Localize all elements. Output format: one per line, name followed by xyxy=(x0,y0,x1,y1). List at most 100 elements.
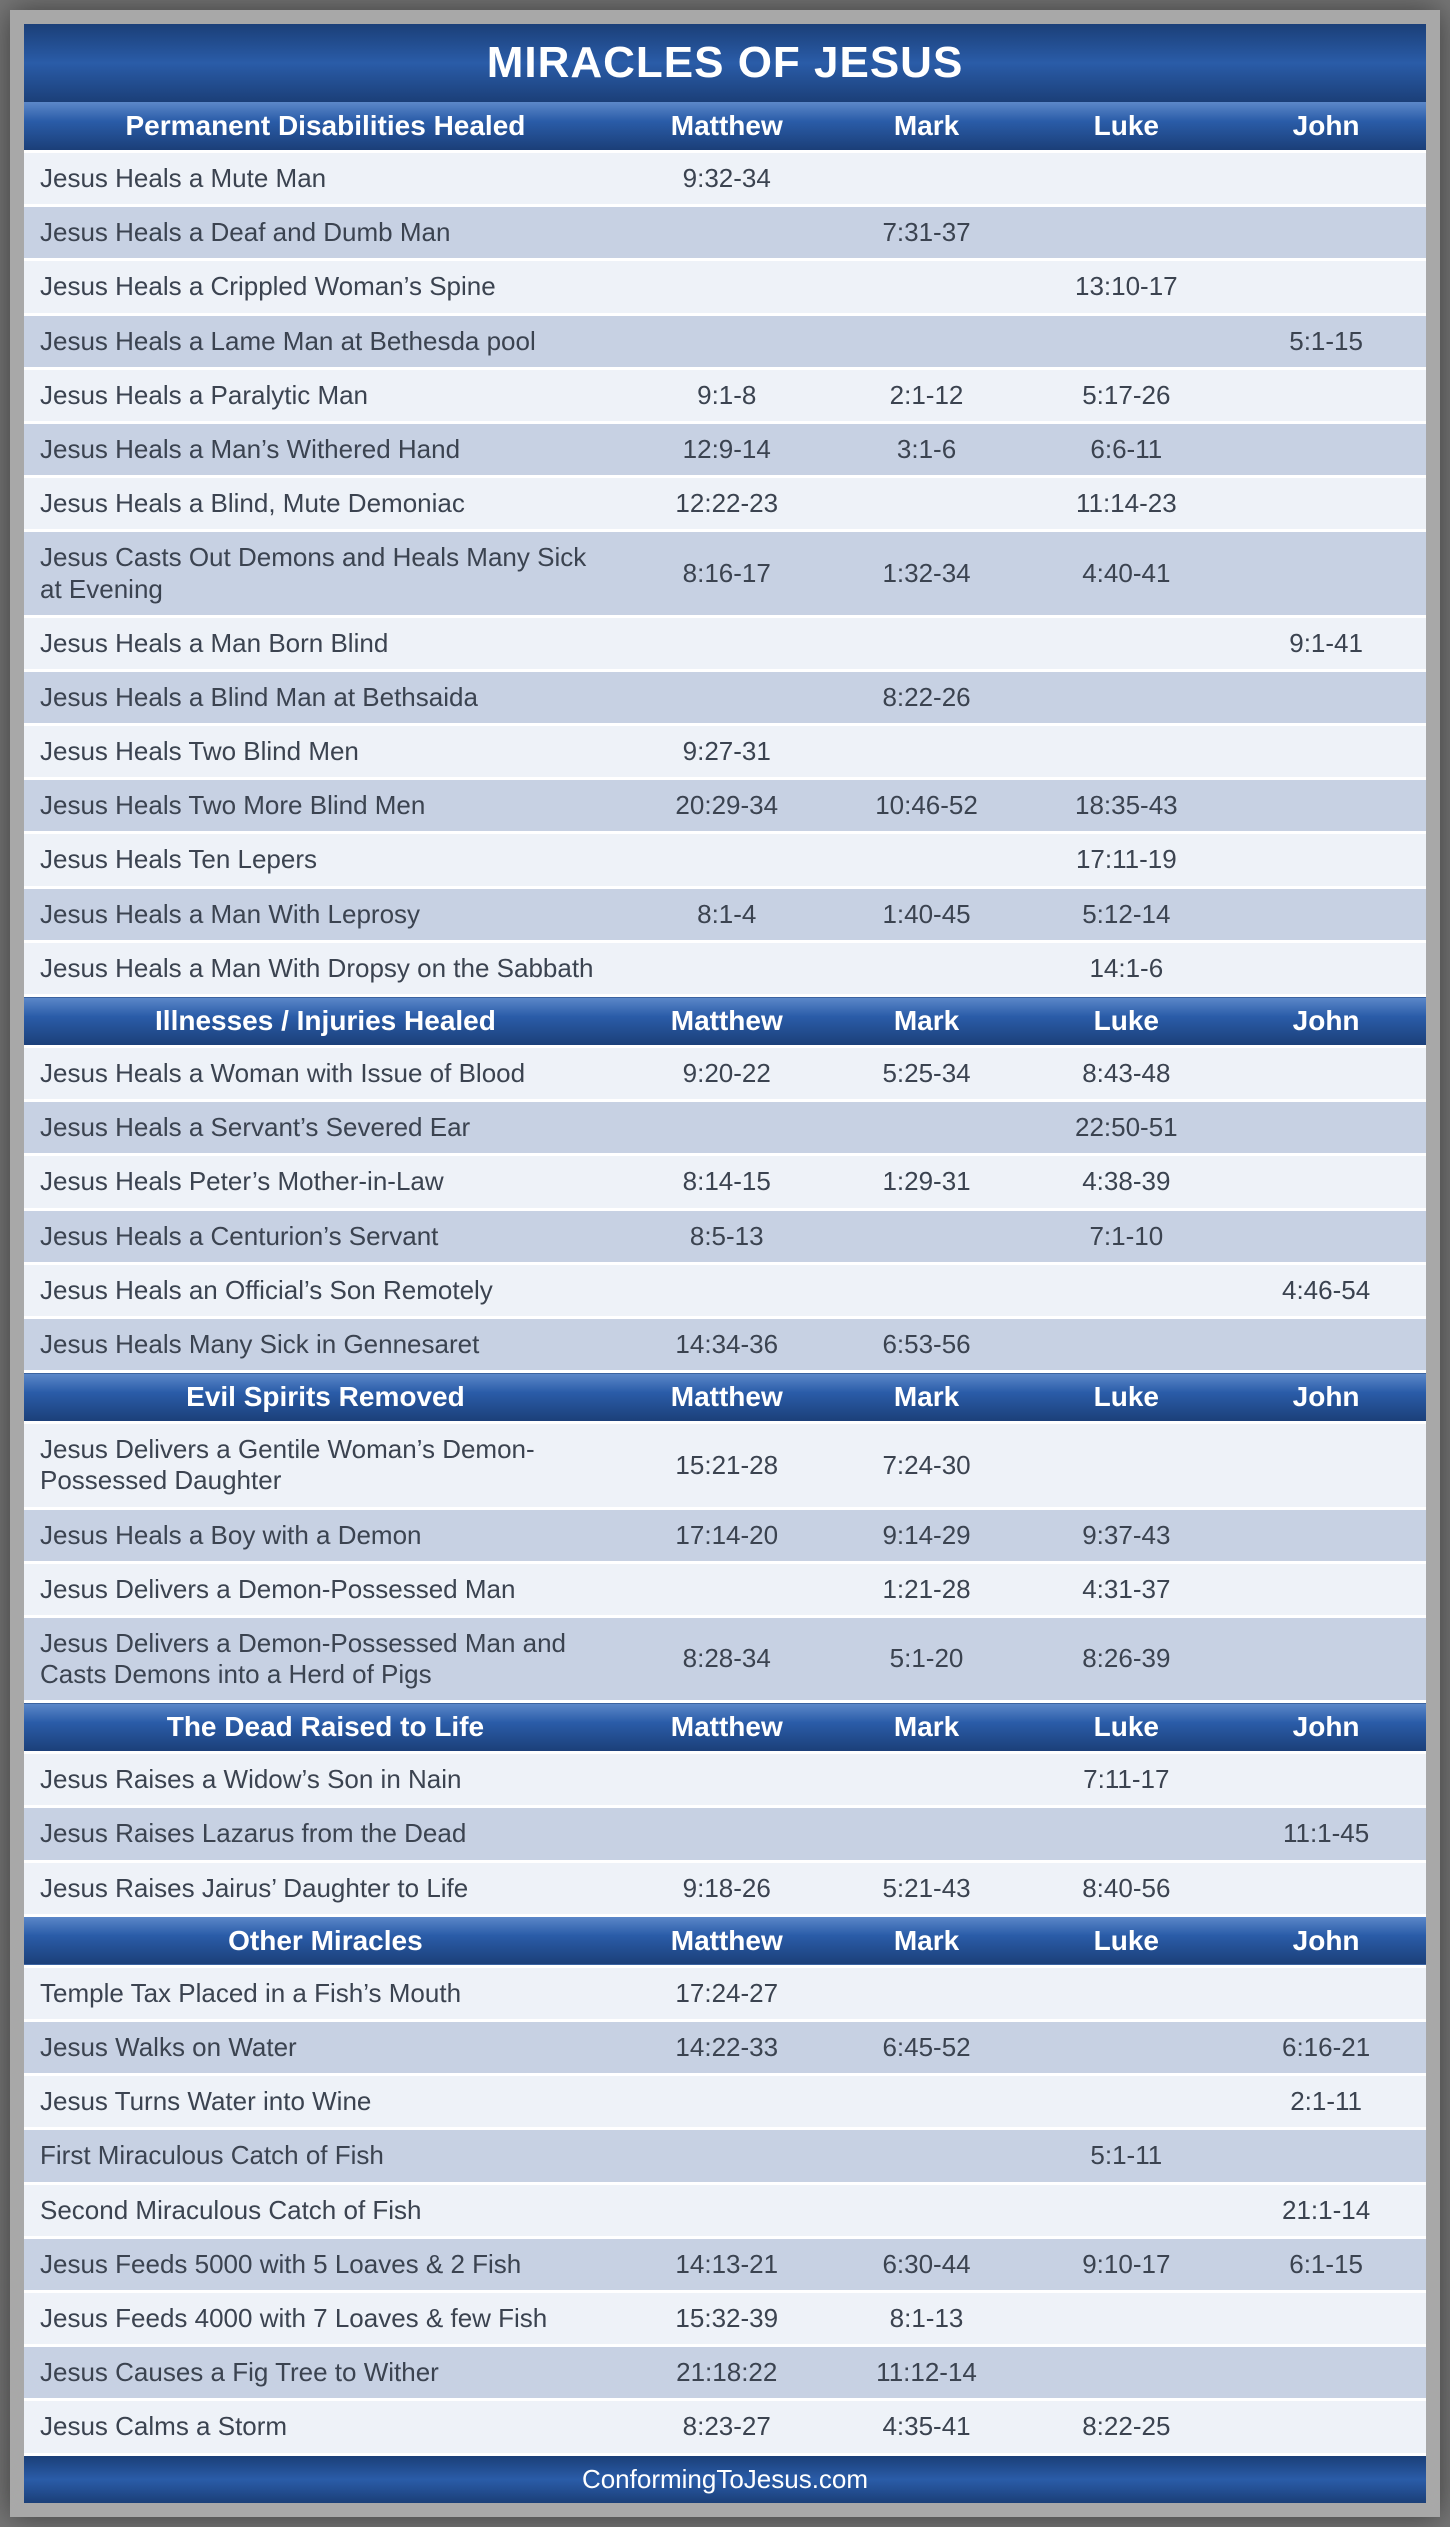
column-header: John xyxy=(1226,1372,1426,1423)
verse-ref xyxy=(627,833,827,887)
verse-ref xyxy=(827,1966,1027,2020)
verse-ref xyxy=(1026,2021,1226,2075)
verse-ref xyxy=(827,2129,1027,2183)
verse-ref xyxy=(827,1753,1027,1807)
verse-ref: 1:32-34 xyxy=(827,531,1027,616)
miracle-desc: Jesus Raises Jairus’ Daughter to Life xyxy=(24,1861,627,1915)
verse-ref: 5:1-11 xyxy=(1026,2129,1226,2183)
table-row: Jesus Delivers a Demon-Possessed Man and… xyxy=(24,1616,1426,1701)
section-name: Permanent Disabilities Healed xyxy=(24,102,627,152)
verse-ref: 21:1-14 xyxy=(1226,2183,1426,2237)
column-header: Luke xyxy=(1026,1915,1226,1966)
verse-ref: 6:6-11 xyxy=(1026,422,1226,476)
table-row: Jesus Heals a Servant’s Severed Ear22:50… xyxy=(24,1101,1426,1155)
miracle-desc: Jesus Heals a Man’s Withered Hand xyxy=(24,422,627,476)
verse-ref: 14:22-33 xyxy=(627,2021,827,2075)
verse-ref xyxy=(627,314,827,368)
verse-ref xyxy=(827,1263,1027,1317)
verse-ref: 5:17-26 xyxy=(1026,368,1226,422)
verse-ref: 11:14-23 xyxy=(1026,477,1226,531)
table-row: Jesus Heals Peter’s Mother-in-Law8:14-15… xyxy=(24,1155,1426,1209)
table-row: Jesus Heals a Blind Man at Bethsaida8:22… xyxy=(24,670,1426,724)
verse-ref xyxy=(1226,1562,1426,1616)
section-name: The Dead Raised to Life xyxy=(24,1702,627,1753)
verse-ref: 5:1-15 xyxy=(1226,314,1426,368)
table-row: Jesus Heals a Deaf and Dumb Man7:31-37 xyxy=(24,206,1426,260)
column-header: Matthew xyxy=(627,1915,827,1966)
table-row: Jesus Heals a Blind, Mute Demoniac12:22-… xyxy=(24,477,1426,531)
verse-ref: 7:24-30 xyxy=(827,1423,1027,1508)
verse-ref: 14:13-21 xyxy=(627,2237,827,2291)
verse-ref: 4:38-39 xyxy=(1026,1155,1226,1209)
verse-ref xyxy=(827,1101,1027,1155)
verse-ref xyxy=(1226,1753,1426,1807)
page-title: MIRACLES OF JESUS xyxy=(24,24,1426,102)
verse-ref xyxy=(827,833,1027,887)
miracle-desc: Jesus Heals a Crippled Woman’s Spine xyxy=(24,260,627,314)
miracle-desc: Jesus Heals Many Sick in Gennesaret xyxy=(24,1317,627,1371)
section-header: Illnesses / Injuries HealedMatthewMarkLu… xyxy=(24,996,1426,1047)
verse-ref: 6:45-52 xyxy=(827,2021,1027,2075)
miracle-desc: Jesus Heals a Blind Man at Bethsaida xyxy=(24,670,627,724)
verse-ref xyxy=(827,2183,1027,2237)
table-row: Jesus Raises a Widow’s Son in Nain7:11-1… xyxy=(24,1753,1426,1807)
verse-ref: 9:20-22 xyxy=(627,1047,827,1101)
verse-ref xyxy=(1226,2346,1426,2400)
column-header: Luke xyxy=(1026,1372,1226,1423)
verse-ref: 7:31-37 xyxy=(827,206,1027,260)
table-row: Jesus Heals a Boy with a Demon17:14-209:… xyxy=(24,1508,1426,1562)
verse-ref: 8:22-25 xyxy=(1026,2400,1226,2454)
verse-ref: 5:25-34 xyxy=(827,1047,1027,1101)
section-header: Other MiraclesMatthewMarkLukeJohn xyxy=(24,1915,1426,1966)
column-header: Luke xyxy=(1026,996,1226,1047)
verse-ref xyxy=(1226,833,1426,887)
miracle-desc: Jesus Heals Ten Lepers xyxy=(24,833,627,887)
verse-ref xyxy=(1026,2075,1226,2129)
table-row: Jesus Heals Many Sick in Gennesaret14:34… xyxy=(24,1317,1426,1371)
verse-ref xyxy=(827,152,1027,206)
table-row: Temple Tax Placed in a Fish’s Mouth17:24… xyxy=(24,1966,1426,2020)
table-row: Second Miraculous Catch of Fish21:1-14 xyxy=(24,2183,1426,2237)
miracle-desc: Jesus Heals a Boy with a Demon xyxy=(24,1508,627,1562)
verse-ref xyxy=(1026,1317,1226,1371)
table-row: Jesus Heals Ten Lepers 17:11-19 xyxy=(24,833,1426,887)
verse-ref xyxy=(1226,1861,1426,1915)
verse-ref: 17:11-19 xyxy=(1026,833,1226,887)
verse-ref: 9:1-41 xyxy=(1226,616,1426,670)
miracle-desc: First Miraculous Catch of Fish xyxy=(24,2129,627,2183)
verse-ref xyxy=(627,616,827,670)
miracle-desc: Jesus Heals a Centurion’s Servant xyxy=(24,1209,627,1263)
miracle-desc: Jesus Feeds 4000 with 7 Loaves & few Fis… xyxy=(24,2291,627,2345)
verse-ref: 8:1-4 xyxy=(627,887,827,941)
table-row: Jesus Heals a Centurion’s Servant8:5-137… xyxy=(24,1209,1426,1263)
miracle-desc: Jesus Delivers a Demon-Possessed Man and… xyxy=(24,1616,627,1701)
verse-ref: 8:14-15 xyxy=(627,1155,827,1209)
verse-ref xyxy=(1226,1317,1426,1371)
verse-ref xyxy=(1226,2291,1426,2345)
table-row: Jesus Heals a Paralytic Man9:1-82:1-125:… xyxy=(24,368,1426,422)
table-row: Jesus Delivers a Demon-Possessed Man1:21… xyxy=(24,1562,1426,1616)
table-row: Jesus Calms a Storm8:23-274:35-418:22-25 xyxy=(24,2400,1426,2454)
verse-ref xyxy=(827,1209,1027,1263)
verse-ref xyxy=(1226,2129,1426,2183)
verse-ref xyxy=(1226,670,1426,724)
verse-ref xyxy=(1026,152,1226,206)
verse-ref: 8:28-34 xyxy=(627,1616,827,1701)
verse-ref: 7:11-17 xyxy=(1026,1753,1226,1807)
verse-ref xyxy=(827,314,1027,368)
verse-ref: 5:12-14 xyxy=(1026,887,1226,941)
miracle-desc: Jesus Heals a Blind, Mute Demoniac xyxy=(24,477,627,531)
miracle-desc: Jesus Heals Two Blind Men xyxy=(24,725,627,779)
miracle-desc: Jesus Heals a Mute Man xyxy=(24,152,627,206)
verse-ref: 2:1-11 xyxy=(1226,2075,1426,2129)
miracle-desc: Jesus Turns Water into Wine xyxy=(24,2075,627,2129)
table-row: Jesus Feeds 5000 with 5 Loaves & 2 Fish1… xyxy=(24,2237,1426,2291)
miracle-desc: Jesus Heals a Woman with Issue of Blood xyxy=(24,1047,627,1101)
verse-ref xyxy=(1226,1508,1426,1562)
miracle-desc: Jesus Heals Peter’s Mother-in-Law xyxy=(24,1155,627,1209)
verse-ref xyxy=(1026,1263,1226,1317)
section-header: Evil Spirits RemovedMatthewMarkLukeJohn xyxy=(24,1372,1426,1423)
verse-ref: 4:35-41 xyxy=(827,2400,1027,2454)
table-row: Jesus Heals a Lame Man at Bethesda pool5… xyxy=(24,314,1426,368)
verse-ref xyxy=(827,725,1027,779)
